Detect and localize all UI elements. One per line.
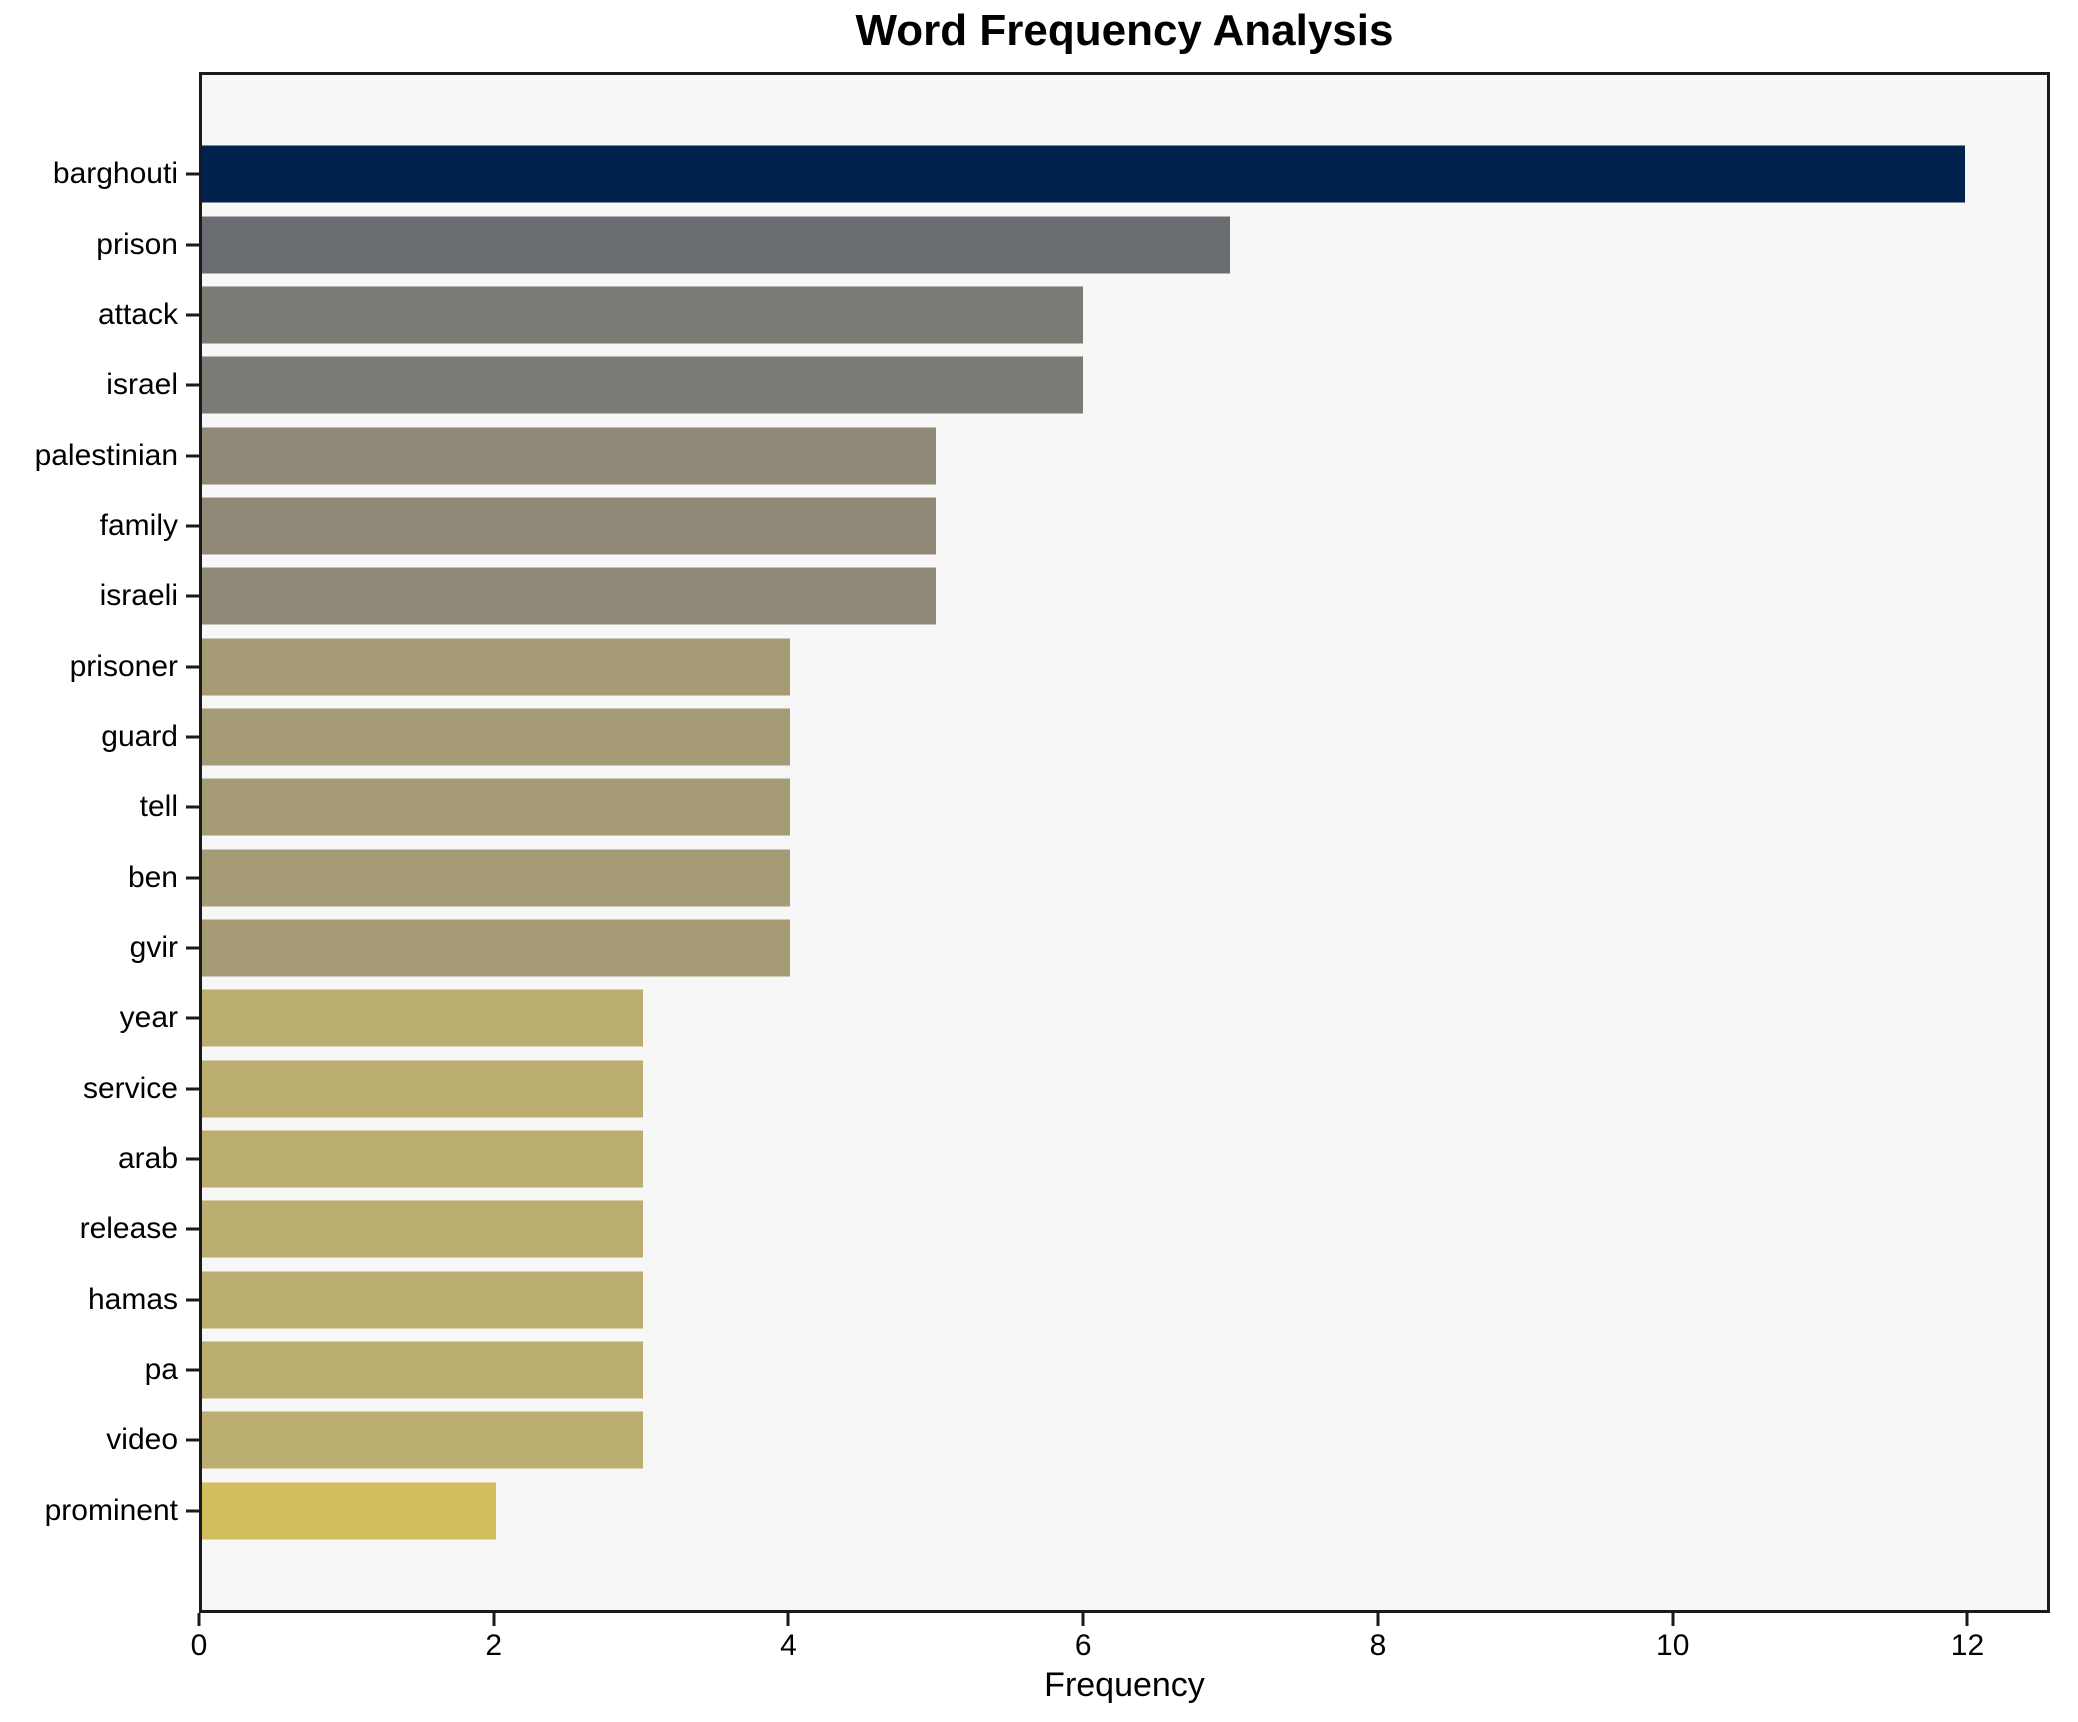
y-tick-mark xyxy=(186,172,199,176)
y-tick-label-israeli: israeli xyxy=(99,579,178,613)
bar-row: release xyxy=(80,1194,2047,1264)
bar-row: prisoner xyxy=(70,631,2047,701)
y-tick-mark xyxy=(186,1016,199,1020)
bar-row: israel xyxy=(106,350,2047,420)
bar-year xyxy=(202,989,643,1047)
bar-rows-container: barghouti prison attack israel palestinian fa… xyxy=(35,75,2047,1610)
y-tick-label-guard: guard xyxy=(101,719,178,753)
bar-tell xyxy=(202,778,790,836)
y-tick-mark xyxy=(186,594,199,598)
y-tick-mark xyxy=(186,313,199,317)
bar-row: tell xyxy=(140,772,2047,842)
y-tick-label-prominent: prominent xyxy=(44,1493,178,1527)
y-tick-label-gvir: gvir xyxy=(129,930,178,964)
bar-release xyxy=(202,1200,643,1258)
bar-barghouti xyxy=(202,145,1965,203)
x-tick-label-12: 12 xyxy=(1950,1629,1985,1662)
bar-row: pa xyxy=(145,1335,2047,1405)
bar-family xyxy=(202,497,937,555)
y-tick-mark xyxy=(186,1509,199,1513)
bar-attack xyxy=(202,286,1084,344)
chart-title: Word Frequency Analysis xyxy=(855,6,1394,55)
y-tick-mark xyxy=(186,1368,199,1372)
bar-row: ben xyxy=(128,842,2047,912)
y-tick-label-pa: pa xyxy=(144,1353,178,1387)
y-tick-mark xyxy=(186,524,199,528)
x-tick-label-0: 0 xyxy=(190,1629,208,1662)
bar-prison xyxy=(202,216,1231,274)
y-tick-label-prison: prison xyxy=(96,227,178,261)
y-tick-label-release: release xyxy=(79,1212,178,1246)
x-tick-mark xyxy=(492,1613,496,1626)
plot-area: barghouti prison attack israel palestinian fa… xyxy=(35,72,2050,1613)
y-tick-label-service: service xyxy=(82,1071,178,1105)
bar-prominent xyxy=(202,1482,496,1540)
bar-row: year xyxy=(120,983,2047,1053)
bar-row: gvir xyxy=(130,913,2047,983)
x-tick-mark xyxy=(1671,1613,1675,1626)
y-tick-label-israel: israel xyxy=(106,368,178,402)
x-tick-mark xyxy=(197,1613,201,1626)
y-tick-label-attack: attack xyxy=(97,297,178,331)
y-tick-mark xyxy=(186,735,199,739)
y-tick-label-palestinian: palestinian xyxy=(34,438,178,472)
x-tick-label-6: 6 xyxy=(1074,1629,1092,1662)
bar-prisoner xyxy=(202,638,790,696)
bar-row: palestinian xyxy=(35,420,2047,490)
y-tick-mark xyxy=(186,1087,199,1091)
x-tick-label-10: 10 xyxy=(1656,1629,1690,1662)
bar-video xyxy=(202,1411,643,1469)
y-tick-mark xyxy=(186,243,199,247)
bar-service xyxy=(202,1060,643,1118)
y-tick-label-family: family xyxy=(99,508,178,542)
bar-ben xyxy=(202,849,790,907)
bar-row: family xyxy=(100,491,2047,561)
y-tick-label-hamas: hamas xyxy=(87,1282,178,1316)
bar-row: barghouti xyxy=(53,139,2047,209)
bar-gvir xyxy=(202,919,790,977)
bar-hamas xyxy=(202,1271,643,1329)
bar-arab xyxy=(202,1130,643,1188)
y-tick-label-barghouti: barghouti xyxy=(52,157,178,191)
y-tick-mark xyxy=(186,665,199,669)
y-tick-mark xyxy=(186,383,199,387)
x-tick-mark xyxy=(1965,1613,1969,1626)
y-tick-label-arab: arab xyxy=(117,1141,178,1175)
x-tick-label-4: 4 xyxy=(780,1629,797,1662)
y-tick-mark xyxy=(186,1438,199,1442)
bar-palestinian xyxy=(202,427,937,485)
bar-row: prominent xyxy=(45,1476,2047,1546)
x-axis-label: Frequency xyxy=(1044,1666,1205,1704)
bar-israeli xyxy=(202,567,937,625)
x-tick-mark xyxy=(1376,1613,1380,1626)
y-tick-mark xyxy=(186,1298,199,1302)
y-tick-mark xyxy=(186,876,199,880)
x-tick-mark xyxy=(1081,1613,1085,1626)
bar-row: attack xyxy=(98,280,2047,350)
y-tick-label-tell: tell xyxy=(139,790,178,824)
y-tick-label-year: year xyxy=(119,1001,178,1035)
bar-row: service xyxy=(83,1053,2047,1123)
y-tick-mark xyxy=(186,805,199,809)
y-tick-label-video: video xyxy=(106,1423,178,1457)
x-tick-label-8: 8 xyxy=(1369,1629,1387,1662)
bar-guard xyxy=(202,708,790,766)
bar-israel xyxy=(202,356,1084,414)
x-tick-label-2: 2 xyxy=(485,1629,503,1662)
y-tick-label-prisoner: prisoner xyxy=(69,649,178,683)
bar-row: israeli xyxy=(100,561,2047,631)
bar-pa xyxy=(202,1341,643,1399)
y-tick-mark xyxy=(186,1157,199,1161)
y-tick-mark xyxy=(186,454,199,458)
y-tick-mark xyxy=(186,946,199,950)
bar-row: arab xyxy=(118,1124,2047,1194)
bar-row: guard xyxy=(101,702,2047,772)
y-tick-label-ben: ben xyxy=(127,860,178,894)
y-tick-mark xyxy=(186,1227,199,1231)
bar-row: prison xyxy=(96,209,2047,279)
x-tick-mark xyxy=(786,1613,790,1626)
bar-row: video xyxy=(106,1405,2047,1475)
bar-row: hamas xyxy=(88,1265,2047,1335)
